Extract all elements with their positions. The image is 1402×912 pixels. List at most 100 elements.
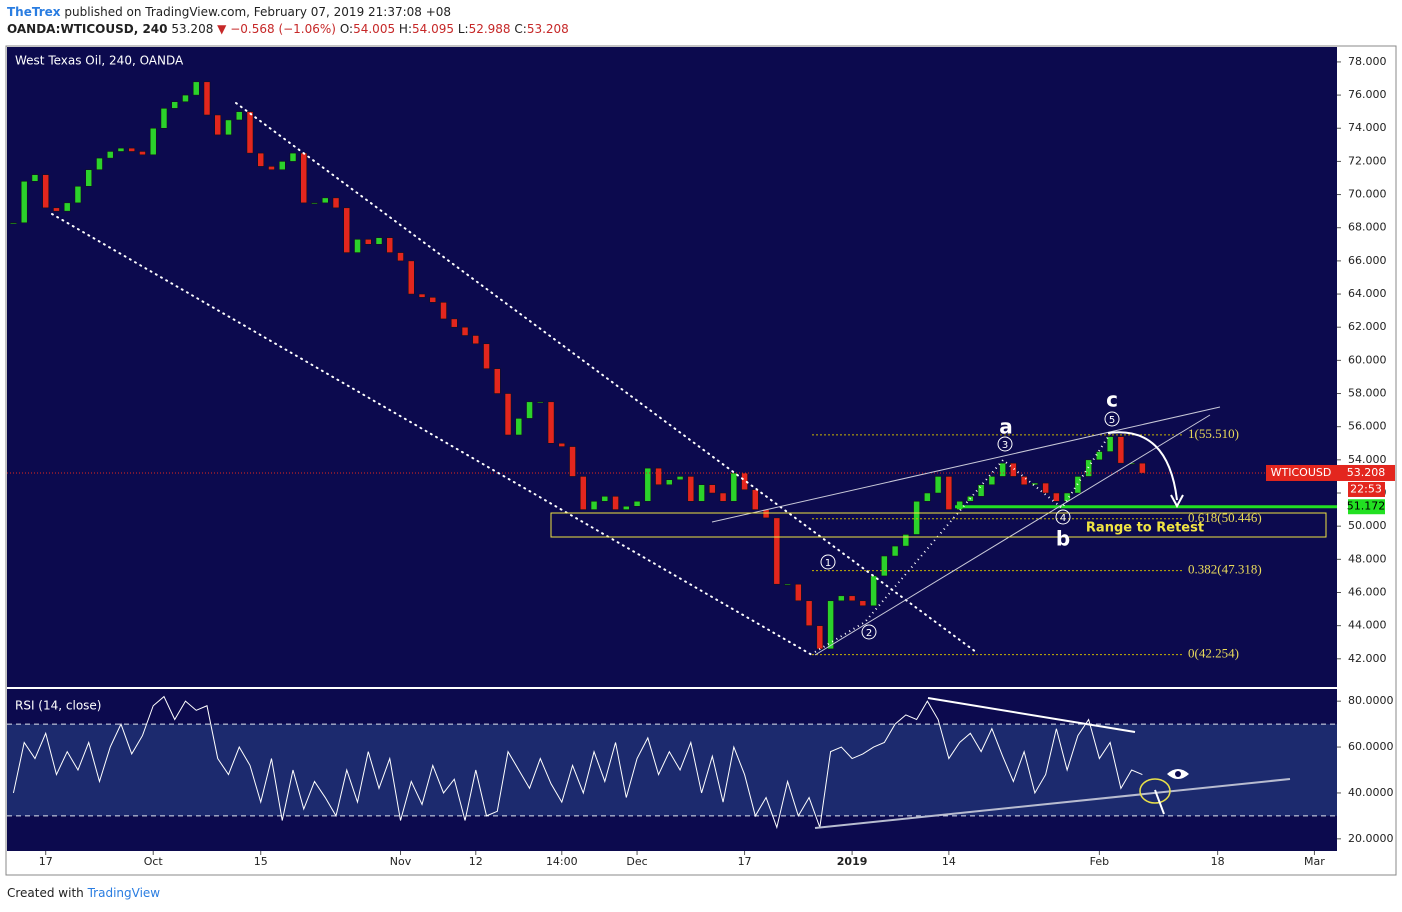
- x-tick-label: 17: [738, 855, 752, 868]
- candle: [859, 600, 867, 607]
- candle: [795, 583, 802, 602]
- candle: [139, 151, 146, 156]
- rsi-trendline: [927, 697, 1136, 733]
- o-label: O:: [339, 22, 354, 36]
- candle: [96, 157, 103, 170]
- candle: [547, 401, 555, 444]
- candle: [999, 462, 1006, 477]
- candle: [676, 476, 684, 480]
- candle: [590, 501, 598, 510]
- wave-number: 3: [1002, 440, 1008, 451]
- y-tick-label: 72.000: [1348, 154, 1387, 167]
- candle: [225, 119, 232, 136]
- candle: [160, 108, 168, 129]
- brand[interactable]: TradingView: [87, 886, 161, 900]
- y-tick-label: 64.000: [1348, 287, 1387, 300]
- rsi-line: [12, 695, 1143, 830]
- range-label: Range to Retest: [1086, 521, 1204, 536]
- candle: [558, 443, 566, 447]
- y-tick-label: 48.000: [1348, 552, 1387, 565]
- candle: [827, 600, 834, 650]
- chart-title: West Texas Oil, 240, OANDA: [15, 54, 184, 68]
- candle: [182, 94, 189, 102]
- candle: [494, 368, 501, 394]
- candle: [461, 326, 469, 336]
- y-tick-label: 70.000: [1348, 188, 1387, 201]
- candle: [343, 207, 351, 253]
- candle: [752, 489, 759, 510]
- header-line: OANDA:WTICOUSD, 240 53.208 ▼ −0.568 (−1.…: [7, 21, 569, 38]
- candle: [1096, 451, 1103, 461]
- fib-label: 1(55.510): [1188, 426, 1239, 441]
- candle: [687, 476, 695, 502]
- change: ▼ −0.568 (−1.06%): [217, 22, 336, 36]
- footer: Created with TradingView: [7, 886, 160, 900]
- candle: [913, 501, 920, 535]
- candle: [408, 260, 415, 295]
- candle: [246, 111, 254, 154]
- candle: [10, 222, 17, 225]
- y-tick-label: 56.000: [1348, 420, 1387, 433]
- candle: [31, 174, 39, 182]
- x-tick-label: 18: [1211, 855, 1225, 868]
- candle: [601, 496, 609, 502]
- candle: [1117, 436, 1125, 464]
- wave-number: 5: [1109, 415, 1115, 426]
- candle: [526, 401, 533, 419]
- candle: [612, 496, 619, 510]
- y-tick-label: 44.000: [1348, 619, 1387, 632]
- candle: [451, 318, 458, 328]
- marker: [1154, 789, 1165, 815]
- y-tick-label: 54.000: [1348, 453, 1387, 466]
- channel-line: [51, 213, 813, 656]
- candle: [655, 467, 662, 485]
- candle: [63, 202, 71, 212]
- candle: [988, 476, 996, 485]
- close: 53.208: [526, 22, 569, 36]
- last: 53.208: [171, 22, 214, 36]
- y-tick-label: 40.0000: [1348, 786, 1394, 799]
- candle: [117, 147, 125, 152]
- x-tick-label: Nov: [390, 855, 412, 868]
- y-tick-label: 46.000: [1348, 585, 1387, 598]
- arrow: [1107, 431, 1178, 501]
- candle: [278, 161, 286, 170]
- y-tick-label: 20.0000: [1348, 832, 1394, 845]
- rsi-band: [7, 724, 1337, 816]
- wave-circles: [820, 411, 1120, 640]
- candle: [365, 239, 372, 245]
- candle: [1053, 492, 1060, 502]
- candle: [235, 111, 243, 121]
- y-tick-label: 68.000: [1348, 221, 1387, 234]
- y-tick-label: 58.000: [1348, 387, 1387, 400]
- y-tick-label: 60.0000: [1348, 740, 1394, 753]
- channel-line: [235, 102, 977, 653]
- candle: [386, 237, 394, 253]
- x-tick-label: Oct: [144, 855, 164, 868]
- y-tick-label: 42.000: [1348, 652, 1387, 665]
- candle: [128, 147, 135, 152]
- arrow-head: [1170, 494, 1184, 509]
- candle: [848, 595, 856, 602]
- h-label: H:: [398, 22, 412, 36]
- x-tick-label: 14: [942, 855, 956, 868]
- candle: [20, 181, 28, 224]
- wave-label: c: [1106, 388, 1118, 412]
- author[interactable]: TheTrex: [7, 5, 61, 19]
- candle: [1031, 482, 1039, 485]
- candle: [666, 479, 673, 485]
- y-tick-label: 80.0000: [1348, 694, 1394, 707]
- candle: [709, 484, 716, 494]
- candle: [881, 555, 888, 577]
- x-tick-label: Dec: [626, 855, 647, 868]
- candle: [730, 472, 738, 502]
- x-tick-label: Mar: [1304, 855, 1325, 868]
- candle: [42, 174, 49, 209]
- c-label: C:: [514, 22, 527, 36]
- fib-label: 0(42.254): [1188, 646, 1239, 661]
- candle: [106, 151, 114, 159]
- candle: [332, 197, 340, 209]
- wave-number: 4: [1060, 513, 1066, 524]
- x-tick-label: 15: [254, 855, 268, 868]
- candle: [644, 467, 652, 502]
